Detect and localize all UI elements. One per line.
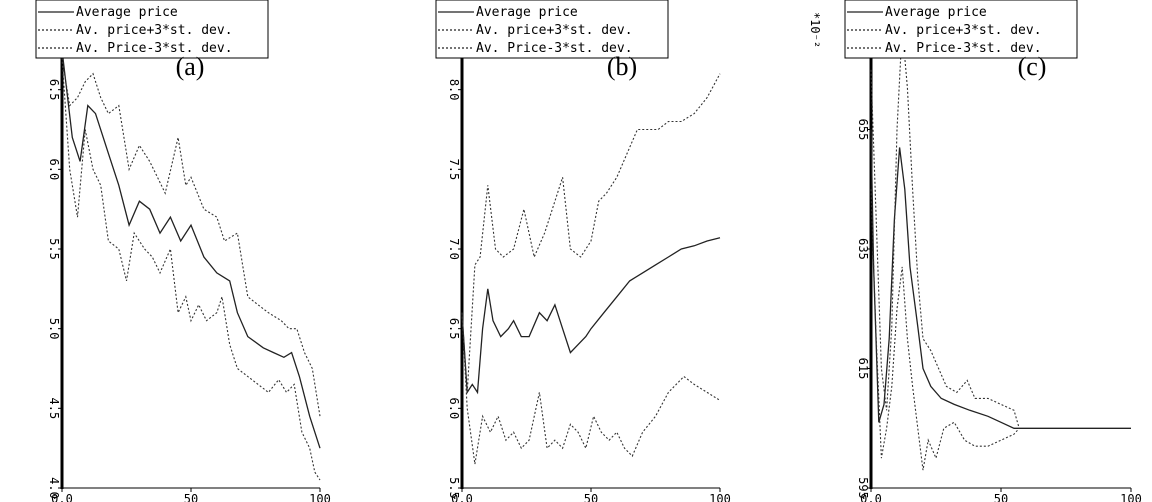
legend-entry-1: Average price [885, 5, 987, 20]
x-tick-label: 0.0 [51, 492, 73, 502]
x-tick-label: 100 [309, 492, 331, 502]
x-tick-label: 100 [709, 492, 731, 502]
legend-entry-2: Av. price+3*st. dev. [476, 23, 633, 38]
x-tick-label: 50 [994, 492, 1008, 502]
y-tick-label: 4.0 [47, 477, 61, 499]
panel-label: (b) [607, 52, 637, 81]
legend-entry-2: Av. price+3*st. dev. [76, 23, 233, 38]
series-line-2 [870, 27, 1020, 429]
y-tick-label: 8.0 [447, 79, 461, 101]
series-line-3 [461, 312, 721, 465]
y-tick-label: 595 [856, 477, 870, 499]
x-tick-label: 50 [584, 492, 598, 502]
x-tick-label: 100 [1120, 492, 1142, 502]
y-tick-label: 4.5 [47, 397, 61, 419]
x-tick-label: 0.0 [451, 492, 473, 502]
legend-entry-1: Average price [476, 5, 578, 20]
legend-entry-3: Av. Price-3*st. dev. [476, 41, 633, 56]
legend-box [435, 0, 669, 59]
legend-box [844, 0, 1078, 59]
series-line-2 [461, 73, 721, 393]
legend: Average price Av. price+3*st. dev. Av. Pri… [844, 0, 1078, 59]
legend-entry-1: Average price [76, 5, 178, 20]
x-tick-label: 50 [184, 492, 198, 502]
y-tick-label: 6.5 [47, 79, 61, 101]
panel-label: (c) [1018, 52, 1047, 81]
y-tick-label: 5.5 [47, 238, 61, 260]
legend-box [35, 0, 269, 59]
legend: Average price Av. price+3*st. dev. Av. Pri… [35, 0, 269, 59]
series-line-1 [461, 237, 721, 395]
y-tick-label: 7.5 [447, 158, 461, 180]
series-line-2 [61, 57, 321, 417]
x-tick-label: 0.0 [860, 492, 882, 502]
y-axis-exponent: *10⁻² [808, 12, 822, 48]
legend: Average price Av. price+3*st. dev. Av. Pri… [435, 0, 669, 59]
series-line-3 [61, 57, 321, 481]
y-tick-label: 655 [856, 119, 870, 141]
y-tick-label: 615 [856, 358, 870, 380]
y-tick-label: 6.0 [447, 397, 461, 419]
series-line-3 [870, 189, 1020, 471]
legend-entry-3: Av. Price-3*st. dev. [885, 41, 1042, 56]
y-tick-label: 6.5 [447, 318, 461, 340]
series-line-1 [870, 129, 1131, 429]
y-tick-label: 7.0 [447, 238, 461, 260]
y-tick-label: 5.0 [47, 318, 61, 340]
y-tick-label: 5.5 [447, 477, 461, 499]
legend-entry-3: Av. Price-3*st. dev. [76, 41, 233, 56]
legend-entry-2: Av. price+3*st. dev. [885, 23, 1042, 38]
series-line-1 [61, 49, 321, 449]
y-tick-label: 635 [856, 238, 870, 260]
panel-label: (a) [176, 52, 205, 81]
y-tick-label: 6.0 [47, 158, 61, 180]
